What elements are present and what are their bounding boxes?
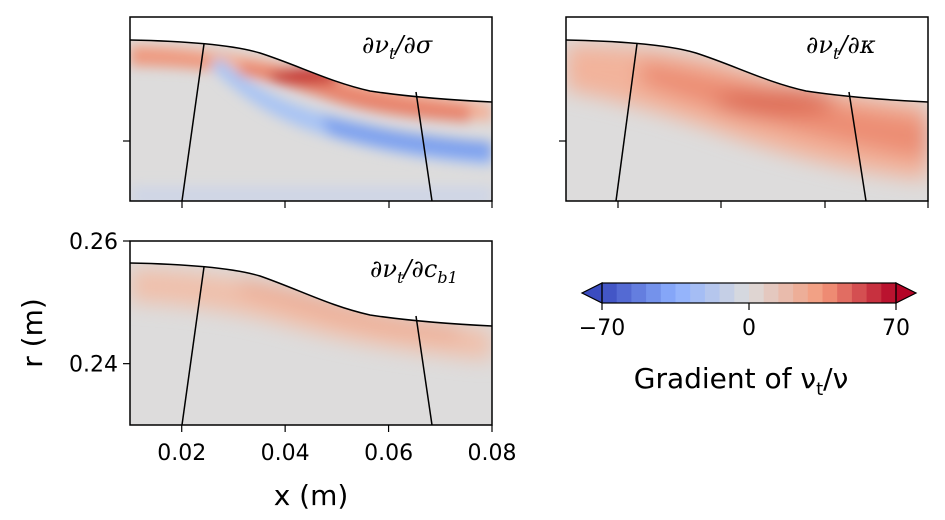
colorbar-segment: [734, 283, 750, 303]
colorbar-segment: [866, 283, 882, 303]
y-tick-label: 0.26: [69, 230, 118, 255]
colorbar-segment: [881, 283, 897, 303]
colorbar-segment: [690, 283, 706, 303]
colorbar-segment: [631, 283, 647, 303]
cut-line-left: [615, 43, 638, 201]
wall-mask: [130, 17, 492, 102]
colorbar-tick-label: 0: [742, 316, 756, 341]
colorbar-label: Gradient of νt/ν: [634, 362, 848, 400]
cut-line-right: [848, 91, 867, 201]
panel-cb1: 0.02 0.04 0.06 0.08 0.24 0.26 ∂νt/∂cb1: [69, 230, 516, 466]
colorbar-segment: [807, 283, 823, 303]
panel-cb1-ticks: 0.02 0.04 0.06 0.08 0.24 0.26: [69, 230, 516, 466]
wall-mask: [566, 17, 928, 102]
panel-kappa: ∂νt/∂κ: [559, 16, 929, 208]
y-axis-label: r (m): [16, 298, 49, 368]
x-tick-label: 0.02: [157, 441, 206, 466]
y-tick-label: 0.24: [69, 353, 118, 378]
panel-sigma-field: [130, 44, 492, 201]
colorbar-segment: [822, 283, 838, 303]
colorbar-segment: [704, 283, 721, 303]
colorbar-segment: [763, 283, 779, 303]
cut-line-left: [181, 266, 205, 425]
field-bottom-cool: [130, 186, 492, 201]
colorbar-segment: [851, 283, 868, 303]
field-peak-warm: [715, 88, 835, 116]
wall-line: [130, 262, 492, 327]
colorbar-segment: [660, 283, 676, 303]
colorbar-segment: [778, 283, 794, 303]
colorbar-tick-label: 70: [882, 316, 910, 341]
x-tick-label: 0.08: [468, 441, 517, 466]
field-left-warm: [130, 48, 210, 70]
wall-line: [566, 39, 928, 103]
colorbar-extend-max: [895, 282, 918, 304]
colorbar-segment: [616, 283, 632, 303]
colorbar-segment: [793, 283, 809, 303]
colorbar-extend-min: [580, 282, 603, 304]
colorbar: −70 0 70 Gradient of νt/ν: [579, 282, 918, 400]
cut-line-right: [415, 91, 433, 201]
colorbar-segment: [602, 283, 618, 303]
panel-sigma: ∂νt/∂σ: [123, 16, 493, 208]
field-core-cool: [320, 116, 492, 160]
colorbar-segments: [602, 283, 897, 303]
colorbar-segment: [837, 283, 853, 303]
x-axis-label: x (m): [274, 479, 349, 512]
cut-line-left: [181, 43, 205, 201]
colorbar-segment: [749, 283, 765, 303]
panel-sigma-ticks: [123, 140, 493, 208]
panel-kappa-ticks: [559, 140, 929, 208]
panel-cb1-title: ∂νt/∂cb1: [370, 255, 458, 287]
colorbar-tick-label: −70: [579, 316, 625, 341]
colorbar-segment: [719, 283, 735, 303]
x-tick-label: 0.04: [261, 441, 310, 466]
panel-sigma-title: ∂νt/∂σ: [362, 31, 433, 63]
cut-line-right: [415, 315, 433, 425]
wall-line: [130, 39, 492, 103]
wall-mask: [130, 241, 492, 326]
panel-kappa-title: ∂νt/∂κ: [806, 31, 876, 63]
field-band-warm: [130, 268, 492, 360]
panel-kappa-frame: [565, 16, 929, 202]
colorbar-segment: [646, 283, 662, 303]
colorbar-ticks: −70 0 70: [579, 303, 910, 341]
panel-sigma-frame: [129, 16, 493, 202]
x-tick-label: 0.06: [364, 441, 413, 466]
panel-cb1-frame: [129, 240, 493, 426]
colorbar-segment: [675, 283, 691, 303]
